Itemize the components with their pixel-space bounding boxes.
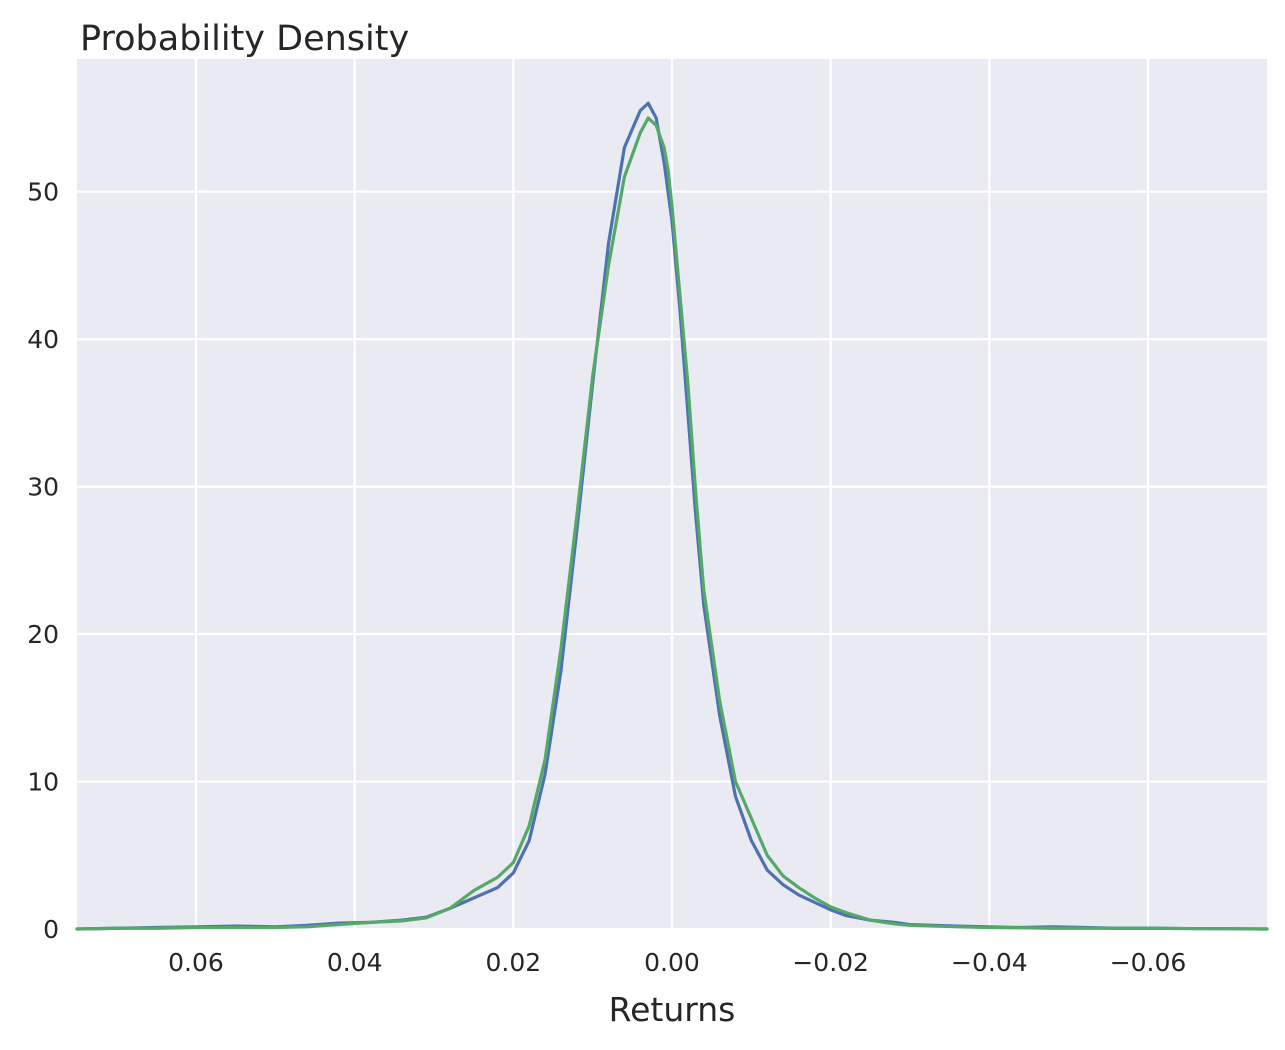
series-line-2 bbox=[75, 116, 1269, 931]
x-tick-label: 0.04 bbox=[327, 948, 383, 977]
x-tick-label: −0.06 bbox=[1110, 948, 1187, 977]
x-tick-label: 0.06 bbox=[168, 948, 224, 977]
y-tick-labels: 0 10 20 30 40 50 bbox=[27, 178, 59, 944]
y-tick-label: 0 bbox=[43, 915, 59, 944]
series-lines bbox=[75, 101, 1269, 931]
y-tick-label: 10 bbox=[27, 768, 59, 797]
x-tick-labels: 0.06 0.04 0.02 0.00 −0.02 −0.04 −0.06 bbox=[168, 948, 1186, 977]
x-tick-label: −0.04 bbox=[951, 948, 1028, 977]
x-tick-label: 0.00 bbox=[644, 948, 700, 977]
x-tick-label: 0.02 bbox=[485, 948, 541, 977]
x-tick-label: −0.02 bbox=[792, 948, 869, 977]
y-tick-label: 20 bbox=[27, 620, 59, 649]
chart-title: Probability Density bbox=[80, 19, 409, 59]
y-tick-label: 40 bbox=[27, 325, 59, 354]
y-tick-label: 50 bbox=[27, 178, 59, 207]
x-axis-label: Returns bbox=[609, 990, 736, 1029]
y-tick-label: 30 bbox=[27, 473, 59, 502]
